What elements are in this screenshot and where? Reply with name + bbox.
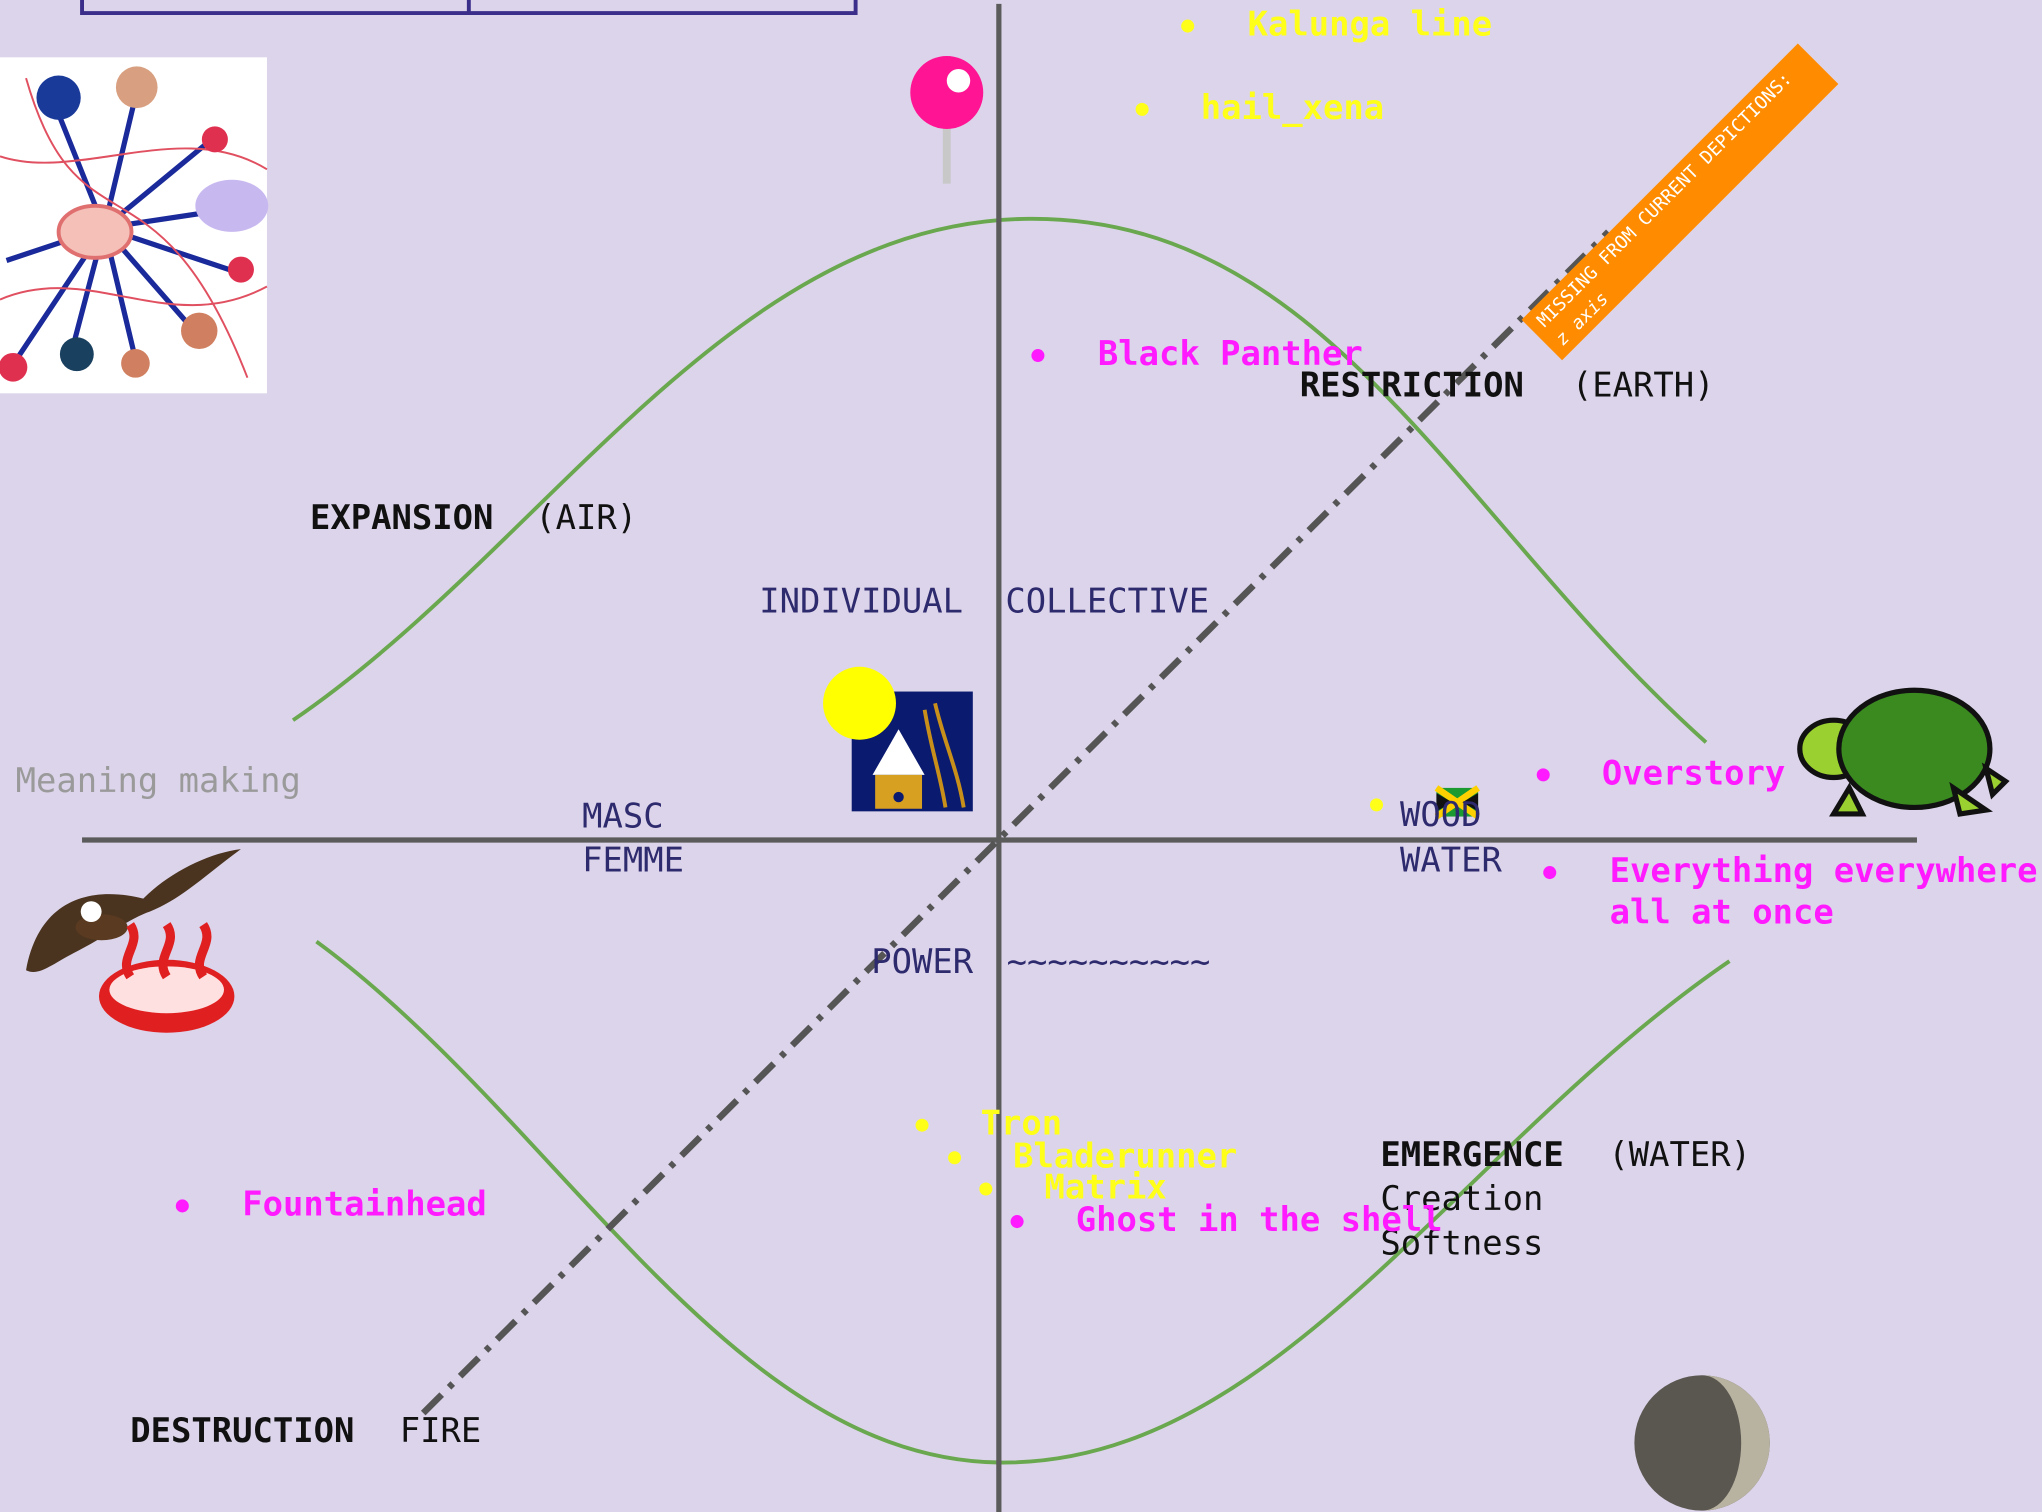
- quadrant-element: (AIR): [535, 498, 637, 537]
- axis-label: WOOD: [1400, 795, 1482, 834]
- item-label: Fountainhead: [242, 1184, 487, 1223]
- item-label: all at once: [1610, 893, 1834, 932]
- axis-label: POWER: [871, 942, 974, 981]
- item-label: Overstory: [1602, 753, 1785, 792]
- quadrant-title: EMERGENCE: [1380, 1135, 1563, 1174]
- item-label: Kalunga line: [1248, 5, 1493, 44]
- quadrant-element: FIRE: [400, 1411, 482, 1450]
- quadrant-title: DESTRUCTION: [130, 1411, 354, 1450]
- quadrant-title: RESTRICTION: [1300, 365, 1524, 404]
- axis-label: WATER: [1400, 841, 1503, 880]
- axis-label: COLLECTIVE: [1005, 581, 1209, 620]
- item-label: Everything everywhere: [1610, 851, 2038, 890]
- axis-label: ~~~~~~~~~~: [1007, 942, 1211, 981]
- canvas: MISSING FROM CURRENT DEPICTIONS: z axis: [0, 0, 2042, 1512]
- item-label: hail_xena: [1201, 88, 1384, 127]
- item-label: Ghost in the shell: [1076, 1200, 1443, 1239]
- page: MISSING FROM CURRENT DEPICTIONS: z axis: [0, 0, 2042, 1512]
- quadrant-element: (EARTH): [1572, 365, 1715, 404]
- axis-label: INDIVIDUAL: [759, 581, 963, 620]
- axis-label: FEMME: [582, 841, 684, 880]
- side-label: Meaning making: [16, 761, 301, 800]
- quadrant-element: (WATER): [1608, 1135, 1751, 1174]
- moon-icon: [1634, 1375, 1769, 1510]
- quadrant-title: EXPANSION: [310, 498, 493, 537]
- mind-map-image: [0, 57, 268, 393]
- axis-label: MASC: [582, 796, 664, 835]
